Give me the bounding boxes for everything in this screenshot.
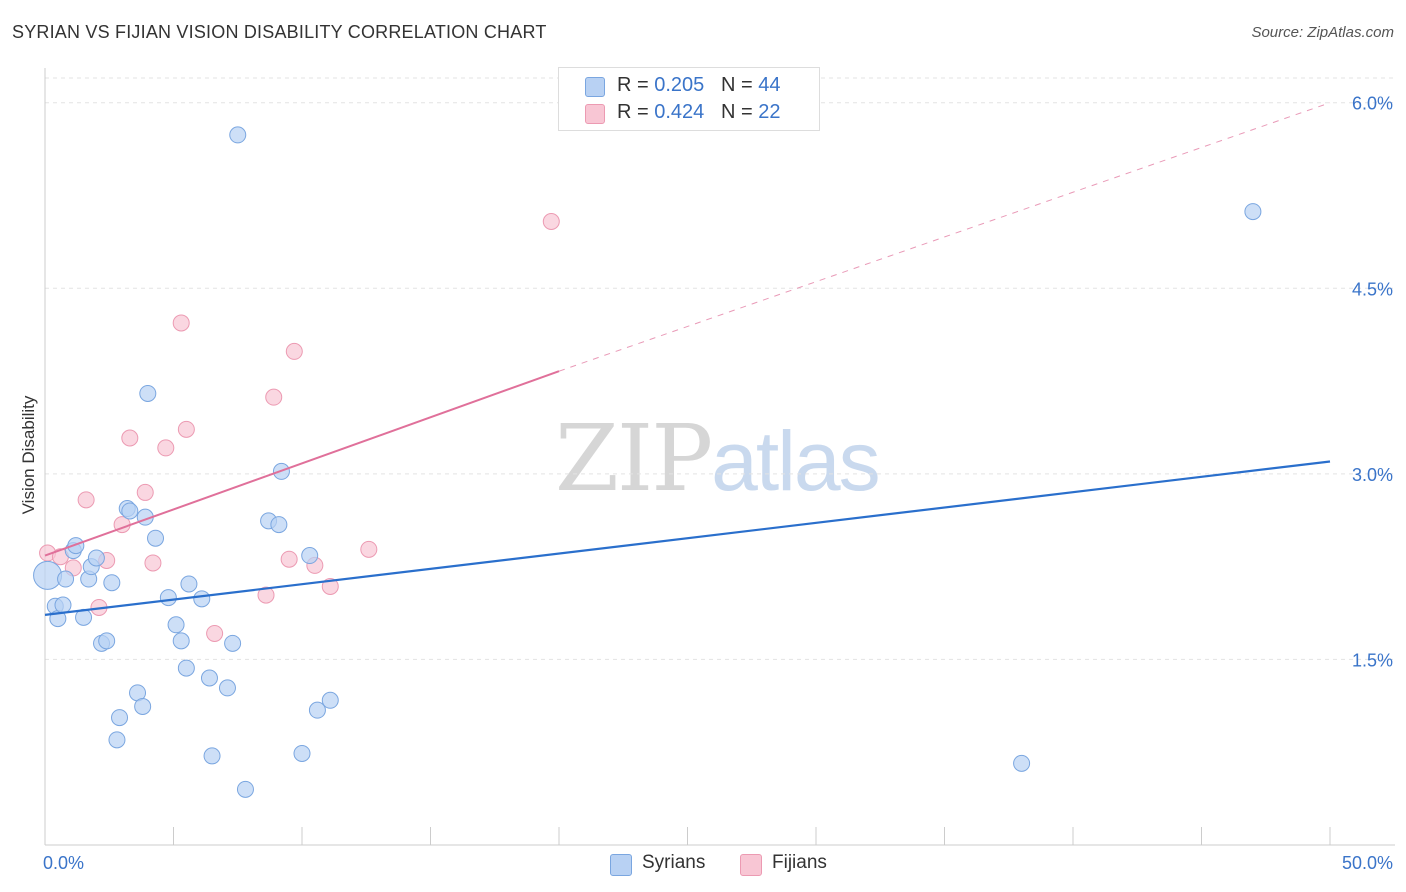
x-tick-label-0: 0.0% [43,853,84,873]
syrians-r-value: 0.205 [654,74,705,96]
syrians-point [308,701,326,719]
syrians-point [57,570,75,588]
fijians-n-label: N = [720,101,759,123]
syrians-point [103,574,121,592]
fijians-r-label: R = [617,101,655,123]
watermark-atlas: atlas [711,414,880,508]
syrians-n-label: N = [720,74,759,96]
syrians-point [236,780,254,798]
fijians-point [206,624,224,642]
syrians-point [33,560,63,590]
syrians-point [1244,203,1262,221]
syrians-point [108,731,126,749]
syrians-point [147,529,165,547]
fijians-point [257,586,275,604]
y-tick-label-3: 6.0% [1352,94,1393,114]
syrians-point [218,679,236,697]
syrians-r-label: R = [617,74,655,96]
fijians-point [144,554,162,572]
syrians-point [111,709,129,727]
syrians-point [98,632,116,650]
syrians-point [1013,754,1031,772]
syrians-point [159,589,177,607]
fijians-point [542,213,560,231]
syrians-point [301,547,319,565]
fijians-point [265,388,283,406]
syrians-point [224,634,242,652]
source-label: Source: ZipAtlas.com [1251,24,1394,41]
syrians-point [229,126,247,144]
fijians-trend-line [44,370,560,557]
fijians-point [172,314,190,332]
syrians-point [87,549,105,567]
watermark-zip: ZIP [555,405,713,512]
syrians-point [134,697,152,715]
fijians-point [157,439,175,457]
syrians-n-value: 44 [758,74,781,96]
syrians-trend-line [44,460,1331,616]
fijians-point [77,491,95,509]
syrians-point [121,502,139,520]
fijians-point [177,420,195,438]
syrians-legend-swatch [610,854,632,876]
syrians-point [180,575,198,593]
fijians-point [121,429,139,447]
syrians-point [193,590,211,608]
syrians-point [54,596,72,614]
syrians-point [172,632,190,650]
syrians-point [200,669,218,687]
syrians-point [177,659,195,677]
fijians-point [360,540,378,558]
fijians-legend-label: Fijians [772,852,827,873]
syrians-point [321,691,339,709]
syrians-legend-label: Syrians [642,852,706,873]
fijians-trend-extension [558,102,1331,372]
fijians-swatch [585,104,605,124]
syrians-point [139,384,157,402]
syrians-point [293,744,311,762]
watermark: ZIPatlas [555,405,881,512]
y-axis-label: Vision Disability [19,395,38,514]
fijians-r-value: 0.424 [654,101,705,123]
syrians-point [270,516,288,534]
fijians-point [285,342,303,360]
fijians-point [321,577,339,595]
fijians-legend-swatch [740,854,762,876]
y-tick-label-1: 3.0% [1352,465,1393,485]
syrians-point [167,616,185,634]
fijians-point [136,483,154,501]
syrians-swatch [585,77,605,97]
x-tick-label-1: 50.0% [1342,853,1393,873]
syrians-point [67,537,85,555]
syrians-point [203,747,221,765]
chart-title: SYRIAN VS FIJIAN VISION DISABILITY CORRE… [12,22,547,42]
correlation-legend: R = 0.205 N = 44 R = 0.424 N = 22 [558,67,820,131]
y-tick-label-2: 4.5% [1352,279,1393,299]
fijians-point [280,550,298,568]
fijians-n-value: 22 [758,101,781,123]
y-tick-label-0: 1.5% [1352,650,1393,670]
